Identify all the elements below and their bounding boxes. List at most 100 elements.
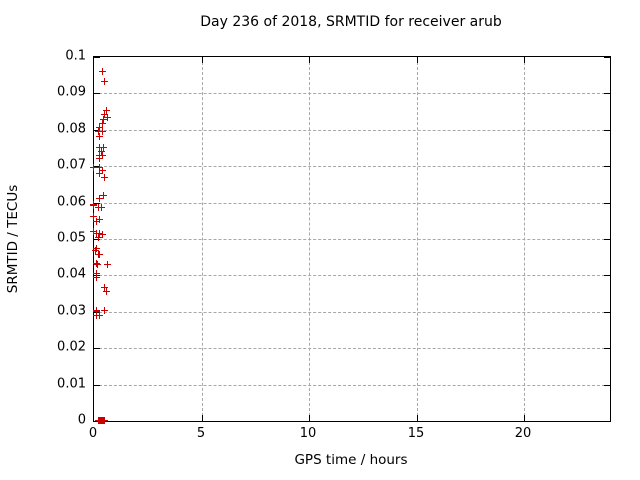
y-tick-mark — [604, 348, 610, 349]
y-tick-mark — [604, 312, 610, 313]
y-gridline — [94, 203, 610, 204]
x-tick-mark — [524, 57, 525, 63]
y-gridline — [94, 130, 610, 131]
y-gridline — [94, 312, 610, 313]
y-gridline — [94, 348, 610, 349]
y-tick-mark — [94, 239, 100, 240]
data-point — [96, 163, 104, 171]
data-point — [96, 124, 104, 131]
data-point — [95, 216, 103, 224]
y-tick-mark — [604, 239, 610, 240]
y-tick-label: 0.06 — [57, 194, 86, 210]
data-point — [93, 260, 101, 268]
y-tick-label: 0.05 — [57, 230, 86, 246]
x-tick-mark — [309, 57, 310, 63]
y-gridline — [94, 93, 610, 94]
x-gridline — [524, 57, 525, 421]
data-point — [101, 307, 109, 315]
data-point — [98, 128, 106, 136]
data-point — [92, 270, 100, 278]
data-point — [93, 217, 101, 225]
y-tick-mark — [604, 93, 610, 94]
data-point — [100, 417, 108, 424]
y-tick-mark — [94, 385, 100, 386]
y-tick-label: 0.07 — [57, 157, 86, 173]
y-gridline — [94, 385, 610, 386]
y-tick-mark — [94, 421, 100, 422]
data-point — [96, 154, 104, 162]
y-tick-label: 0.09 — [57, 84, 86, 100]
data-point — [100, 173, 108, 181]
y-tick-mark — [604, 385, 610, 386]
data-point — [98, 151, 106, 159]
y-tick-mark — [94, 166, 100, 167]
data-point — [94, 128, 102, 136]
y-tick-mark — [94, 203, 100, 204]
data-point — [96, 229, 104, 237]
y-tick-mark — [604, 130, 610, 131]
data-point — [99, 116, 107, 123]
y-tick-mark — [604, 275, 610, 276]
data-point — [95, 194, 103, 202]
data-point — [90, 202, 98, 210]
x-tick-label: 0 — [88, 426, 98, 441]
y-tick-label: 0.04 — [57, 266, 86, 282]
data-point — [99, 143, 107, 151]
data-point — [93, 307, 101, 315]
data-point — [93, 244, 101, 252]
x-tick-label: 15 — [407, 426, 425, 441]
y-tick-mark — [604, 421, 610, 422]
data-point — [94, 234, 102, 242]
x-gridline — [202, 57, 203, 421]
data-point — [90, 163, 97, 171]
y-gridline — [94, 239, 610, 240]
y-tick-mark — [94, 348, 100, 349]
y-gridline — [94, 166, 610, 167]
x-gridline — [309, 57, 310, 421]
data-point — [91, 247, 99, 255]
data-point — [90, 228, 97, 236]
data-point — [98, 231, 106, 239]
x-tick-mark — [202, 415, 203, 421]
data-point — [102, 288, 110, 296]
chart-title: Day 236 of 2018, SRMTID for receiver aru… — [200, 14, 502, 30]
x-tick-label: 5 — [196, 426, 206, 441]
y-tick-label: 0.02 — [57, 339, 86, 355]
x-tick-mark — [309, 415, 310, 421]
y-tick-mark — [604, 166, 610, 167]
y-tick-mark — [94, 93, 100, 94]
y-gridline — [94, 275, 610, 276]
data-point — [103, 260, 111, 268]
y-tick-label: 0.03 — [57, 303, 86, 319]
data-point — [96, 132, 104, 140]
data-point — [103, 113, 111, 121]
data-point — [90, 213, 97, 221]
data-point — [97, 147, 105, 155]
data-point — [99, 192, 107, 199]
x-tick-mark — [417, 415, 418, 421]
y-tick-mark — [94, 130, 100, 131]
data-point — [96, 251, 104, 259]
x-tick-mark — [524, 415, 525, 421]
data-point — [98, 68, 106, 76]
y-tick-mark — [604, 57, 610, 58]
data-point — [94, 261, 102, 269]
x-gridline — [417, 57, 418, 421]
y-tick-label: 0.1 — [65, 48, 86, 64]
y-tick-label: 0.08 — [57, 121, 86, 137]
y-tick-mark — [604, 203, 610, 204]
data-point — [95, 312, 103, 320]
data-point — [101, 78, 109, 86]
y-tick-label: 0.01 — [57, 376, 86, 392]
data-point — [102, 106, 110, 114]
data-point — [93, 274, 101, 282]
data-point — [97, 204, 105, 212]
data-point — [95, 143, 103, 151]
x-axis-label: GPS time / hours — [294, 452, 408, 468]
x-tick-label: 10 — [299, 426, 317, 441]
data-point — [96, 169, 104, 177]
data-point — [100, 110, 108, 118]
plot-area — [90, 56, 611, 424]
y-tick-label: 0 — [77, 412, 86, 428]
